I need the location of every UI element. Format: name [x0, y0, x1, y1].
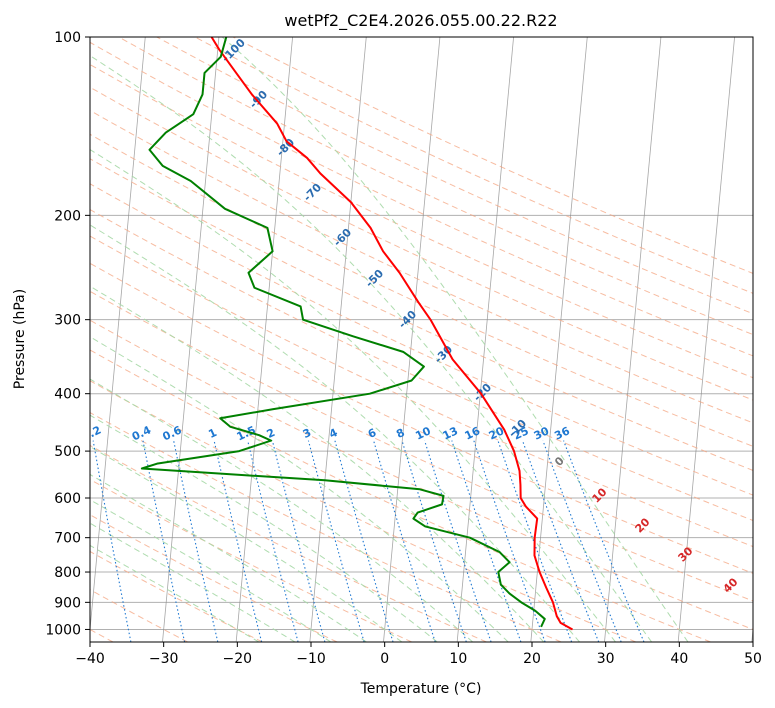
- mixing-ratio-line: [142, 440, 186, 642]
- dry-adiabat: [90, 444, 487, 642]
- isotherm-gridline: [751, 625, 753, 642]
- mixing-ratio-line: [563, 440, 645, 642]
- mixing-ratio-line: [213, 440, 263, 642]
- dewpoint-profile-line: [140, 37, 546, 628]
- mixing-ratio-line: [247, 440, 299, 642]
- x-tick-label: −30: [149, 651, 179, 667]
- y-axis: 100 200 300 400 500 600 700 800 900 1000: [45, 30, 90, 638]
- x-tick-label: 50: [744, 651, 762, 667]
- mixing-ratio-line: [473, 440, 546, 642]
- x-axis: −40 −30 −20 −10 0 10 20 30 40 50: [75, 642, 762, 667]
- y-tick-label: 400: [54, 387, 81, 403]
- x-tick-label: 20: [523, 651, 541, 667]
- dry-adiabat: [90, 133, 753, 447]
- mixing-ratio-label: 25: [511, 424, 530, 442]
- dry-adiabat: [90, 63, 753, 379]
- x-tick-label: 30: [597, 651, 615, 667]
- moist-adiabat: [90, 446, 403, 642]
- mixing-ratio-label: 16: [463, 424, 483, 442]
- y-tick-label: 1000: [45, 622, 81, 638]
- mixing-ratio-label: 20: [487, 424, 507, 442]
- mixing-ratio-line: [173, 440, 219, 642]
- mixing-ratio-label: 13: [441, 424, 460, 442]
- moist-adiabat: [90, 336, 509, 642]
- y-tick-label: 700: [54, 531, 81, 547]
- plot-background: [90, 37, 753, 642]
- mixing-ratio-line: [497, 440, 573, 642]
- moist-adiabat: [90, 544, 260, 642]
- mixing-ratio-label: 0.1: [33, 423, 56, 443]
- moist-adiabat: [90, 473, 367, 642]
- mixing-ratio-line: [92, 440, 132, 642]
- chart-title: wetPf2_C2E4.2026.055.00.22.R22: [284, 11, 557, 31]
- y-tick-label: 100: [54, 30, 81, 46]
- mixing-ratio-line: [307, 440, 365, 642]
- dry-adiabat: [90, 262, 753, 574]
- x-axis-title: Temperature (°C): [360, 681, 482, 697]
- x-tick-label: 10: [449, 651, 467, 667]
- mixing-ratio-label: 30: [532, 424, 552, 442]
- isotherm-gridline: [456, 37, 514, 642]
- y-axis-title: Pressure (hPa): [12, 289, 28, 389]
- isotherm-gridline: [604, 37, 662, 642]
- isotherm-gridline: [383, 37, 441, 642]
- dry-adiabat: [156, 37, 753, 315]
- dry-adiabat: [90, 235, 753, 548]
- dry-adiabat: [90, 183, 753, 496]
- dry-adiabat: [90, 349, 711, 642]
- mixing-ratio-line: [334, 440, 394, 642]
- moist-adiabat: [90, 414, 438, 642]
- dry-adiabat: [90, 319, 753, 630]
- y-tick-label: 800: [54, 565, 81, 581]
- mixing-ratio-line: [373, 440, 436, 642]
- moist-adiabat: [90, 224, 580, 642]
- dry-adiabat: [90, 514, 338, 642]
- x-tick-label: −20: [223, 651, 253, 667]
- x-tick-label: −40: [75, 651, 105, 667]
- y-tick-label: 900: [54, 595, 81, 611]
- y-tick-label: 500: [54, 444, 81, 460]
- dry-adiabat: [90, 158, 753, 471]
- isotherm-gridline: [235, 37, 293, 642]
- y-tick-label: 600: [54, 491, 81, 507]
- dry-adiabat: [90, 478, 412, 642]
- moist-adiabat: [90, 499, 332, 642]
- x-tick-label: 0: [380, 651, 389, 667]
- y-tick-label: 300: [54, 313, 81, 329]
- mixing-ratio-label: 36: [552, 424, 572, 442]
- dry-adiabat: [90, 411, 562, 642]
- isotherm-gridline: [530, 37, 588, 642]
- x-tick-label: −10: [296, 651, 326, 667]
- moist-adiabat: [221, 37, 689, 642]
- moist-adiabat: [90, 522, 296, 642]
- temperature-profile-line: [210, 37, 573, 631]
- mixing-ratio-label: 10: [413, 424, 433, 442]
- moist-adiabat: [90, 55, 653, 642]
- plot-frame: [89, 36, 754, 643]
- x-tick-label: 40: [670, 651, 688, 667]
- isotherm-gridline: [677, 37, 735, 642]
- mixing-ratio-line: [451, 440, 522, 642]
- dry-adiabat: [90, 208, 753, 522]
- isotherm-gridline: [90, 37, 146, 634]
- mixing-ratio-line: [271, 440, 326, 642]
- dry-adiabat: [90, 550, 263, 642]
- y-tick-label: 200: [54, 208, 81, 224]
